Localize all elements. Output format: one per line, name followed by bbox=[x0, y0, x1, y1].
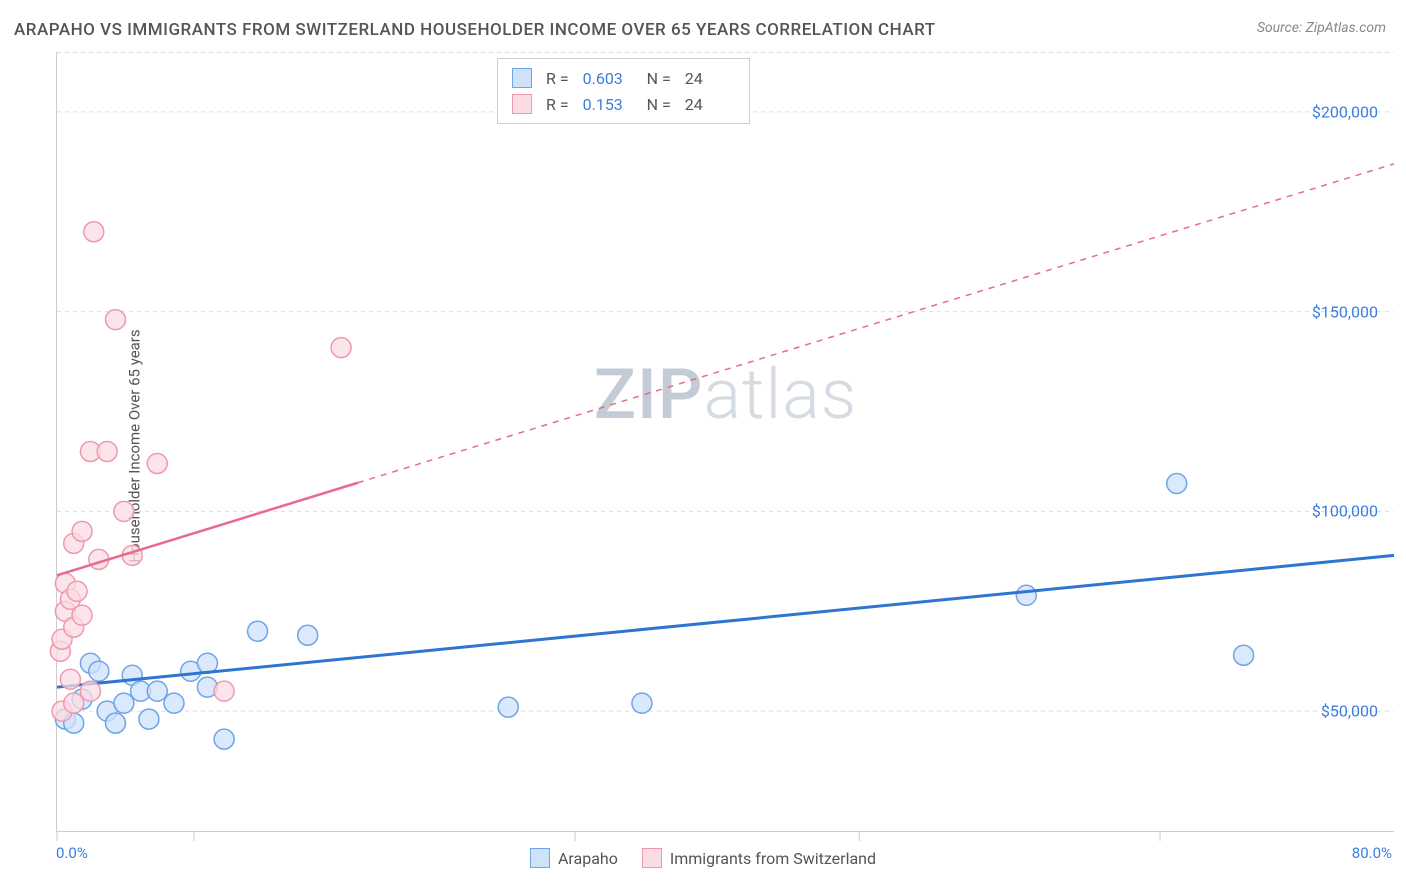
chart-container: ARAPAHO VS IMMIGRANTS FROM SWITZERLAND H… bbox=[0, 0, 1406, 892]
y-tick-label: $100,000 bbox=[1312, 502, 1378, 521]
swatch-pink-icon bbox=[642, 848, 662, 868]
legend-series: Arapaho Immigrants from Switzerland bbox=[530, 848, 876, 868]
r-value-pink: 0.153 bbox=[583, 95, 633, 114]
legend-stats-row-pink: R = 0.153 N = 24 bbox=[512, 91, 735, 117]
r-label: R = bbox=[546, 69, 569, 88]
r-label: R = bbox=[546, 95, 569, 114]
legend-item-arapaho: Arapaho bbox=[530, 848, 618, 868]
x-axis-max: 80.0% bbox=[1352, 844, 1392, 862]
legend-item-swiss: Immigrants from Switzerland bbox=[642, 848, 876, 868]
n-value-pink: 24 bbox=[685, 95, 735, 114]
swatch-pink bbox=[512, 94, 532, 114]
n-label: N = bbox=[647, 95, 671, 114]
swatch-blue-icon bbox=[530, 848, 550, 868]
y-tick-label: $50,000 bbox=[1321, 702, 1378, 721]
y-tick-label: $150,000 bbox=[1312, 302, 1378, 321]
n-label: N = bbox=[647, 69, 671, 88]
plot-svg bbox=[57, 52, 1394, 831]
swatch-blue bbox=[512, 68, 532, 88]
y-tick-label: $200,000 bbox=[1312, 102, 1378, 121]
n-value-blue: 24 bbox=[685, 69, 735, 88]
plot-area: ZIPatlas R = 0.603 N = 24 R = 0.153 N = … bbox=[56, 52, 1394, 832]
r-value-blue: 0.603 bbox=[583, 69, 633, 88]
x-axis-min: 0.0% bbox=[56, 844, 88, 862]
legend-label-swiss: Immigrants from Switzerland bbox=[670, 849, 876, 868]
legend-label-arapaho: Arapaho bbox=[558, 849, 618, 868]
chart-title: ARAPAHO VS IMMIGRANTS FROM SWITZERLAND H… bbox=[14, 20, 936, 40]
source-credit: Source: ZipAtlas.com bbox=[1257, 20, 1386, 36]
legend-stats: R = 0.603 N = 24 R = 0.153 N = 24 bbox=[497, 58, 750, 124]
legend-stats-row-blue: R = 0.603 N = 24 bbox=[512, 65, 735, 91]
